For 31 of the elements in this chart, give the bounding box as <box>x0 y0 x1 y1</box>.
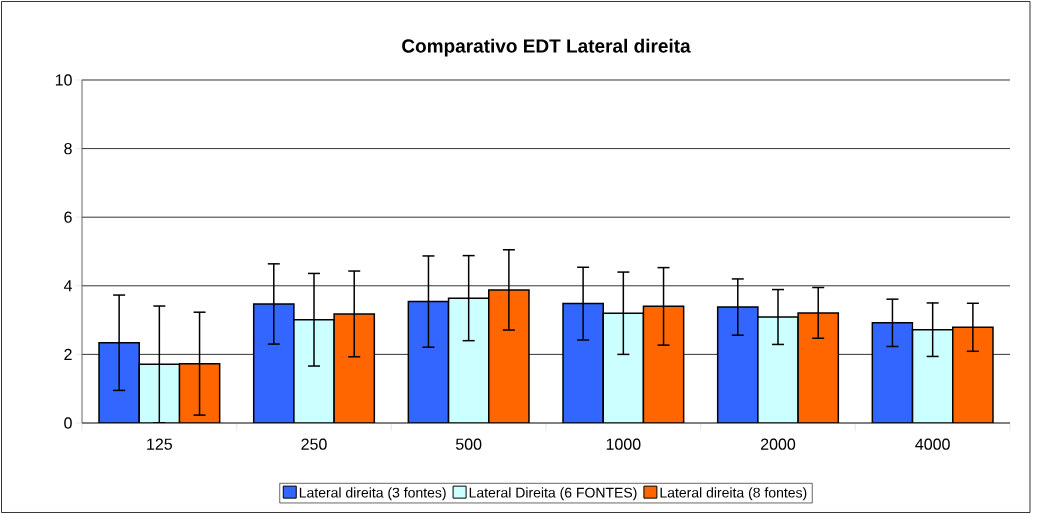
bar <box>488 289 530 423</box>
x-tick-label: 1000 <box>606 438 641 450</box>
x-tick-label: 250 <box>301 438 327 450</box>
bar <box>252 303 295 423</box>
bar <box>757 316 799 423</box>
bar <box>871 322 914 423</box>
bar <box>797 312 840 423</box>
y-tick-label: 4 <box>63 280 72 292</box>
legend-label: Lateral Direita (6 FONTES) <box>469 487 637 501</box>
bar <box>562 302 604 423</box>
bar <box>333 313 376 423</box>
y-tick-label: 6 <box>64 211 72 223</box>
legend-label: Lateral direita (8 fontes) <box>660 487 807 501</box>
y-tick-label: 2 <box>64 348 72 360</box>
bar <box>642 305 685 423</box>
x-tick-label: 500 <box>455 438 482 450</box>
y-tick-label: 0 <box>64 417 72 429</box>
bar <box>407 300 450 423</box>
x-tick-label: 4000 <box>915 438 950 450</box>
bar <box>447 297 490 423</box>
bar <box>293 319 335 423</box>
bar <box>952 326 994 423</box>
y-tick-label: 10 <box>55 74 72 86</box>
bar <box>716 306 759 423</box>
y-tick-label: 8 <box>64 142 72 155</box>
x-tick-label: 125 <box>147 438 173 450</box>
bar <box>602 312 645 423</box>
x-tick-label: 2000 <box>761 438 796 450</box>
legend-label: Lateral direita (3 fontes) <box>299 487 446 501</box>
chart-title: Comparativo EDT Lateral direita <box>402 38 691 57</box>
bar <box>911 328 954 423</box>
